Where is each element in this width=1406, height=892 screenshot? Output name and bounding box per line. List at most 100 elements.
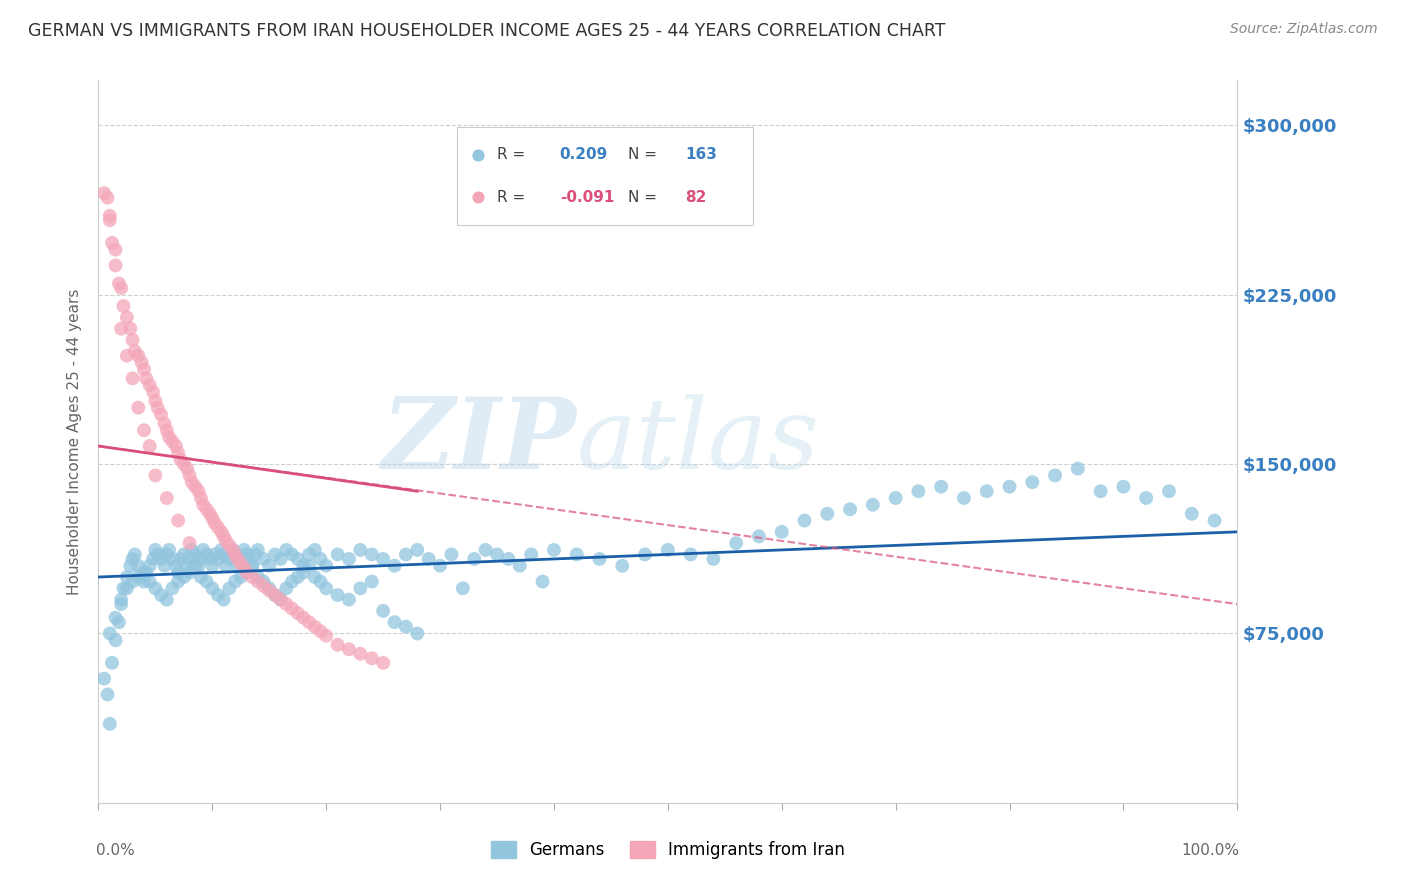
Point: [1157, 484, 1180, 499]
Point: [259, 583, 281, 598]
Text: Source: ZipAtlas.com: Source: ZipAtlas.com: [1230, 22, 1378, 37]
Point: [127, 558, 149, 573]
Point: [198, 507, 221, 521]
Point: [110, 597, 132, 611]
Point: [509, 558, 531, 573]
Text: 0.0%: 0.0%: [96, 843, 135, 857]
Point: [451, 582, 474, 596]
Point: [657, 542, 679, 557]
Point: [276, 542, 298, 557]
Point: [104, 243, 127, 257]
Point: [110, 321, 132, 335]
Point: [190, 552, 212, 566]
Point: [153, 558, 176, 573]
Point: [215, 533, 238, 548]
Point: [162, 434, 184, 449]
Point: [145, 468, 167, 483]
Point: [326, 548, 349, 562]
Point: [112, 299, 135, 313]
Point: [207, 588, 229, 602]
Point: [104, 633, 127, 648]
Point: [222, 542, 245, 557]
Point: [150, 408, 173, 422]
Point: [162, 552, 184, 566]
Point: [298, 548, 321, 562]
Point: [793, 514, 815, 528]
Point: [212, 592, 235, 607]
Point: [252, 574, 274, 589]
Point: [309, 574, 332, 589]
Point: [371, 656, 394, 670]
Point: [169, 452, 191, 467]
Point: [235, 548, 257, 562]
Point: [259, 558, 281, 573]
Point: [235, 566, 257, 580]
Point: [463, 552, 485, 566]
Point: [124, 344, 146, 359]
Y-axis label: Householder Income Ages 25 - 44 years: Householder Income Ages 25 - 44 years: [67, 288, 83, 595]
Text: 100.0%: 100.0%: [1181, 843, 1240, 857]
Point: [157, 542, 180, 557]
Point: [212, 548, 235, 562]
Point: [748, 529, 770, 543]
Point: [770, 524, 793, 539]
Point: [187, 484, 209, 499]
Point: [218, 552, 240, 566]
Point: [224, 548, 246, 562]
Point: [132, 574, 155, 589]
Point: [1181, 507, 1204, 521]
Point: [156, 592, 179, 607]
Point: [1112, 480, 1135, 494]
Point: [486, 548, 509, 562]
Point: [120, 558, 142, 573]
Point: [127, 401, 149, 415]
Point: [93, 672, 115, 686]
Point: [179, 468, 201, 483]
Point: [184, 480, 207, 494]
Point: [121, 552, 143, 566]
Point: [150, 552, 173, 566]
Point: [304, 620, 326, 634]
Point: [337, 592, 360, 607]
Point: [138, 439, 160, 453]
Point: [190, 491, 212, 505]
Text: R =: R =: [498, 147, 530, 162]
Point: [233, 561, 256, 575]
Point: [135, 566, 157, 580]
Point: [531, 574, 554, 589]
Point: [287, 606, 309, 620]
Point: [976, 484, 998, 499]
Point: [104, 259, 127, 273]
Point: [929, 480, 952, 494]
Point: [98, 213, 121, 227]
Point: [195, 574, 218, 589]
Point: [96, 687, 118, 701]
Point: [520, 548, 543, 562]
Point: [276, 597, 298, 611]
Point: [201, 511, 224, 525]
Point: [252, 552, 274, 566]
Point: [142, 552, 165, 566]
Point: [679, 548, 702, 562]
Point: [145, 393, 167, 408]
Point: [98, 626, 121, 640]
Point: [276, 582, 298, 596]
Point: [1067, 461, 1090, 475]
Point: [287, 552, 309, 566]
Point: [120, 321, 142, 335]
Point: [201, 582, 224, 596]
Point: [270, 592, 292, 607]
Point: [101, 235, 124, 250]
Point: [240, 558, 263, 573]
Text: 163: 163: [685, 147, 717, 162]
Point: [429, 558, 451, 573]
Point: [121, 371, 143, 385]
Text: GERMAN VS IMMIGRANTS FROM IRAN HOUSEHOLDER INCOME AGES 25 - 44 YEARS CORRELATION: GERMAN VS IMMIGRANTS FROM IRAN HOUSEHOLD…: [28, 22, 946, 40]
Point: [218, 582, 240, 596]
Point: [169, 552, 191, 566]
Point: [315, 582, 337, 596]
Point: [173, 570, 195, 584]
Point: [93, 186, 115, 201]
Point: [198, 552, 221, 566]
Point: [229, 552, 252, 566]
